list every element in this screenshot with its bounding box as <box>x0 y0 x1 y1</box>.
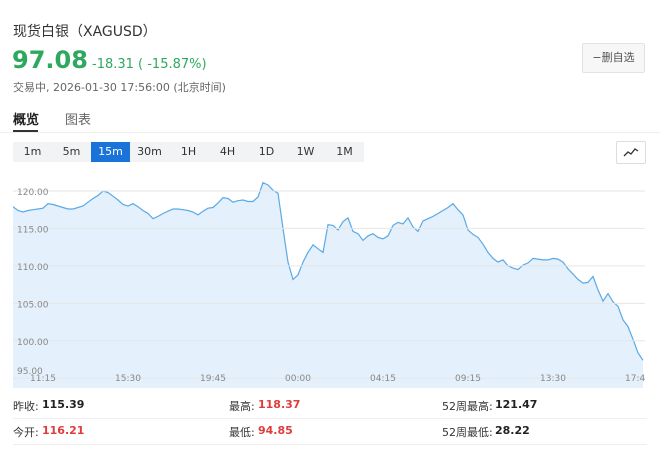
price-line <box>13 181 644 361</box>
price: 97.08 <box>12 46 88 74</box>
stat-label: 52周最高: <box>442 400 493 413</box>
stat-value: 116.21 <box>42 424 85 437</box>
divider <box>13 444 647 445</box>
y-tick-label: 105.00 <box>17 300 49 310</box>
y-tick-label: 100.00 <box>17 338 49 348</box>
tab[interactable]: 概览 <box>13 113 40 128</box>
stat-value: 121.47 <box>495 398 538 411</box>
x-tick-label: 00:00 <box>285 374 311 384</box>
stat-value: 28.22 <box>495 424 530 437</box>
chart: 95.00 100.00 105.00 110.00 115.00 120.00 11:15… <box>13 181 645 388</box>
x-tick-label: 09:15 <box>455 374 481 384</box>
icon <box>623 148 639 157</box>
stat-value: 115.39 <box>42 398 85 411</box>
period-button[interactable]: 1H <box>180 145 197 158</box>
status: 交易中, 2026-01-30 17:56:00 (北京时间) <box>13 81 226 94</box>
x-tick-label: 04:15 <box>370 374 396 384</box>
period-button[interactable]: 1D <box>258 145 275 158</box>
tab-indicator <box>13 130 38 132</box>
area-fill <box>13 182 643 388</box>
period-button[interactable]: 1m <box>23 145 42 158</box>
period-button[interactable]: 30m <box>137 145 162 158</box>
stat-label: 最低: <box>229 426 255 439</box>
period-button[interactable]: 5m <box>62 145 81 158</box>
divider <box>0 132 660 133</box>
chart-type-button[interactable] <box>616 141 646 164</box>
stat-label: 昨收: <box>13 400 39 413</box>
change: -18.31 ( -15.87%) <box>92 57 207 72</box>
x-tick-label: 13:30 <box>540 374 566 384</box>
period-bar: 1m 5m 15m 30m 1H 4H 1D 1W 1M <box>13 142 364 162</box>
y-tick-label: 110.00 <box>17 263 49 273</box>
y-tick-label: 115.00 <box>17 225 49 235</box>
stat-value: 118.37 <box>258 398 301 411</box>
stat-value: 94.85 <box>258 424 293 437</box>
stat-label: 今开: <box>13 426 39 439</box>
stat-label: 52周最低: <box>442 426 493 439</box>
period-button[interactable]: 4H <box>219 145 236 158</box>
x-tick-label: 11:15 <box>30 374 56 384</box>
stat-label: 最高: <box>229 400 255 413</box>
x-tick-label: 15:30 <box>115 374 141 384</box>
y-tick-label: 120.00 <box>17 188 49 198</box>
watchlist-button[interactable]: −删自选 <box>582 43 645 73</box>
divider <box>13 418 647 419</box>
title: 现货白银（XAGUSD） <box>13 24 157 40</box>
tab[interactable]: 图表 <box>65 113 92 128</box>
y-tick-label: 95.00 <box>17 367 43 377</box>
period-button[interactable]: 1W <box>296 145 315 158</box>
period-button[interactable]: 15m <box>91 142 130 162</box>
x-tick-label: 19:45 <box>200 374 226 384</box>
period-button[interactable]: 1M <box>336 145 353 158</box>
x-tick-label: 17:45 <box>625 374 645 384</box>
